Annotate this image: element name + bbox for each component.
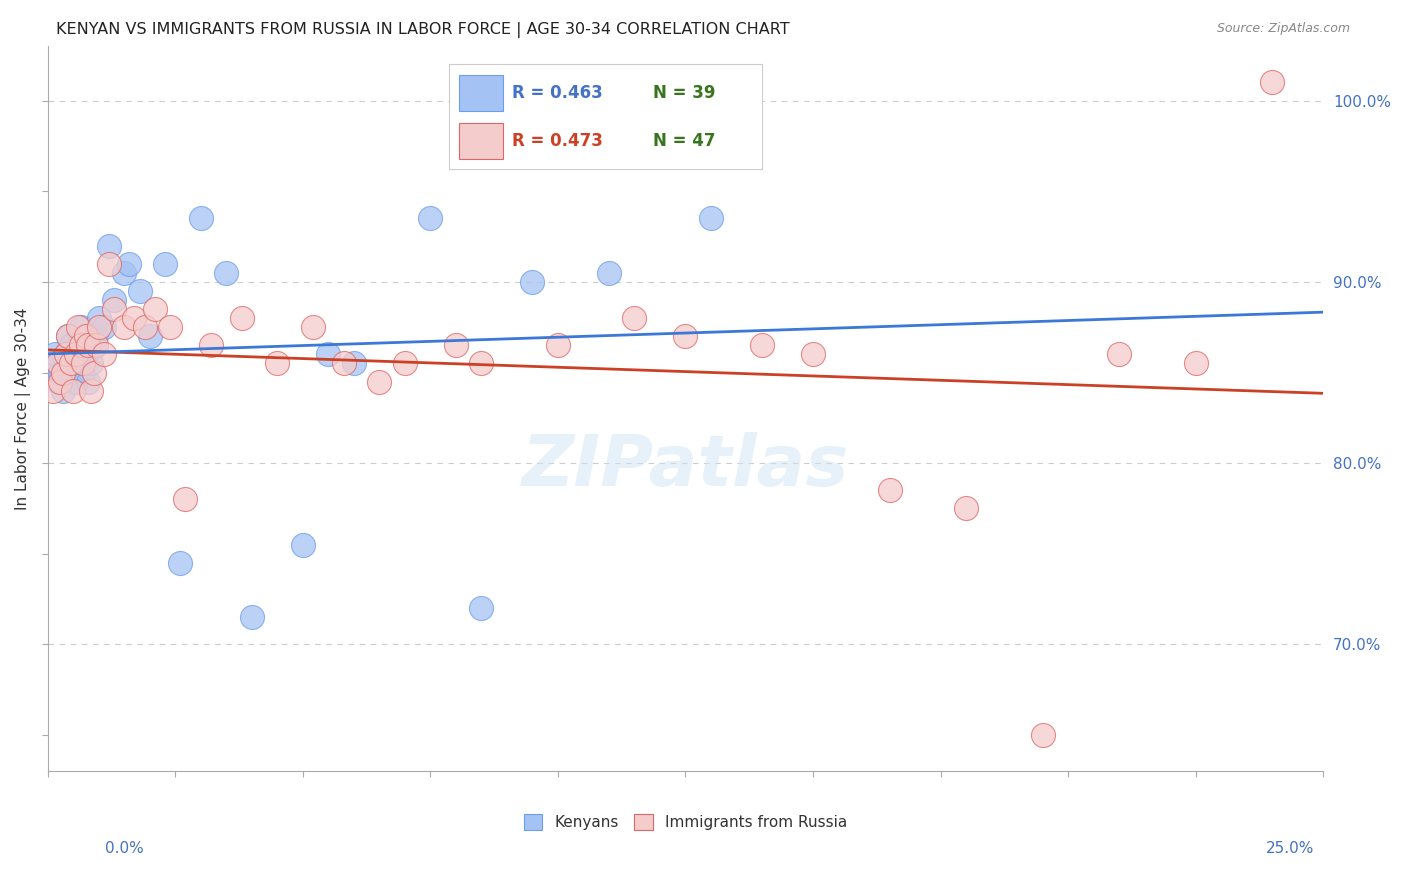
Point	[55, 347, 77, 361]
Point	[190, 211, 212, 226]
Point	[59, 338, 82, 352]
Point	[77, 375, 100, 389]
Point	[1184, 356, 1206, 370]
Point	[394, 356, 416, 370]
Point	[65, 375, 87, 389]
Point	[291, 538, 314, 552]
Point	[419, 211, 441, 226]
Point	[97, 238, 120, 252]
Point	[67, 320, 90, 334]
Point	[87, 311, 110, 326]
Point	[124, 311, 146, 326]
Point	[93, 347, 115, 361]
Point	[700, 211, 723, 226]
Point	[266, 356, 288, 370]
Point	[1108, 347, 1130, 361]
Point	[56, 329, 79, 343]
Text: KENYAN VS IMMIGRANTS FROM RUSSIA IN LABOR FORCE | AGE 30-34 CORRELATION CHART: KENYAN VS IMMIGRANTS FROM RUSSIA IN LABO…	[56, 22, 790, 38]
Point	[598, 266, 620, 280]
Point	[343, 356, 366, 370]
Point	[103, 302, 125, 317]
Point	[200, 338, 222, 352]
Text: 0.0%: 0.0%	[105, 841, 145, 856]
Point	[112, 320, 135, 334]
Point	[169, 556, 191, 570]
Point	[49, 366, 72, 380]
Point	[522, 275, 544, 289]
Point	[153, 257, 176, 271]
Point	[84, 338, 107, 352]
Point	[59, 356, 82, 370]
Point	[52, 366, 75, 380]
Point	[1032, 728, 1054, 742]
Point	[52, 384, 75, 398]
Point	[1261, 75, 1284, 89]
Point	[83, 366, 105, 380]
Point	[879, 483, 901, 498]
Point	[83, 338, 105, 352]
Point	[65, 347, 87, 361]
Point	[231, 311, 253, 326]
Point	[955, 501, 977, 516]
Point	[80, 384, 103, 398]
Point	[75, 347, 97, 361]
Point	[46, 356, 69, 370]
Point	[138, 329, 160, 343]
Point	[444, 338, 467, 352]
Point	[215, 266, 238, 280]
Point	[118, 257, 141, 271]
Point	[143, 302, 166, 317]
Point	[318, 347, 340, 361]
Text: Source: ZipAtlas.com: Source: ZipAtlas.com	[1216, 22, 1350, 36]
Point	[72, 356, 94, 370]
Point	[80, 356, 103, 370]
Point	[332, 356, 354, 370]
Point	[675, 329, 697, 343]
Point	[134, 320, 156, 334]
Point	[97, 257, 120, 271]
Point	[174, 492, 197, 507]
Legend: Kenyans, Immigrants from Russia: Kenyans, Immigrants from Russia	[517, 808, 853, 836]
Point	[42, 356, 65, 370]
Point	[128, 284, 150, 298]
Point	[751, 338, 773, 352]
Point	[72, 366, 94, 380]
Point	[46, 375, 69, 389]
Point	[112, 266, 135, 280]
Point	[84, 329, 107, 343]
Point	[159, 320, 181, 334]
Point	[547, 338, 569, 352]
Point	[87, 320, 110, 334]
Point	[42, 384, 65, 398]
Y-axis label: In Labor Force | Age 30-34: In Labor Force | Age 30-34	[15, 308, 31, 510]
Text: ZIPatlas: ZIPatlas	[522, 433, 849, 501]
Point	[69, 320, 91, 334]
Point	[67, 347, 90, 361]
Text: 25.0%: 25.0%	[1267, 841, 1315, 856]
Point	[56, 329, 79, 343]
Point	[470, 601, 492, 615]
Point	[240, 610, 263, 624]
Point	[62, 356, 84, 370]
Point	[77, 338, 100, 352]
Point	[801, 347, 824, 361]
Point	[44, 347, 66, 361]
Point	[470, 356, 492, 370]
Point	[75, 329, 97, 343]
Point	[302, 320, 325, 334]
Point	[62, 384, 84, 398]
Point	[93, 320, 115, 334]
Point	[103, 293, 125, 307]
Point	[49, 375, 72, 389]
Point	[368, 375, 391, 389]
Point	[69, 338, 91, 352]
Point	[623, 311, 645, 326]
Point	[55, 347, 77, 361]
